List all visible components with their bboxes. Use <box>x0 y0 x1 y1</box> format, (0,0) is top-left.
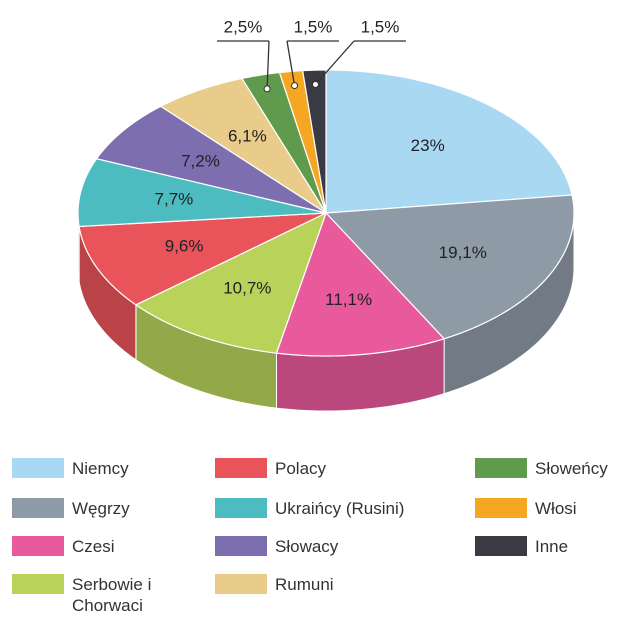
legend-item: Inne <box>475 536 624 557</box>
value-label: 7,2% <box>181 151 220 170</box>
slice <box>275 211 446 357</box>
slice <box>77 158 327 228</box>
value-label: 10,7% <box>223 279 271 298</box>
legend-swatch <box>475 458 527 478</box>
legend-swatch <box>475 536 527 556</box>
leader-dot <box>311 80 319 88</box>
value-label: 1,5% <box>361 17 400 36</box>
legend-swatch <box>215 498 267 518</box>
legend-label: Słowacy <box>275 537 339 556</box>
leader-line <box>314 40 355 85</box>
leader-line <box>266 40 270 89</box>
slice <box>134 211 328 354</box>
legend-label: Czesi <box>72 537 115 556</box>
legend-item: Polacy <box>215 458 465 479</box>
legend-swatch <box>215 536 267 556</box>
value-label: 23% <box>411 136 445 155</box>
leader-dot <box>291 82 299 90</box>
legend-label: Polacy <box>275 459 327 478</box>
pie-area: 23% 19,1% 11,1% 10,7% 9,6% 7,7% 7,2% 6,1% 2,5% 1,… <box>77 17 575 412</box>
legend-label: Niemcy <box>72 459 129 478</box>
slice <box>324 194 575 340</box>
legend-item: Serbowie i Chorwaci <box>12 574 190 616</box>
legend-item: Słowacy <box>215 536 465 557</box>
slice <box>78 212 327 306</box>
legend-label: Słoweńcy <box>535 459 608 478</box>
slice <box>325 69 573 214</box>
legend-swatch <box>12 458 64 478</box>
slice <box>301 69 327 214</box>
legend-item: Słoweńcy <box>475 458 624 479</box>
legend-label: Serbowie i Chorwaci <box>72 575 152 615</box>
value-label: 6,1% <box>228 126 267 145</box>
slice <box>159 77 327 214</box>
legend-swatch <box>475 498 527 518</box>
legend-label: Włosi <box>535 499 577 518</box>
legend-item: Węgrzy <box>12 498 190 519</box>
legend-item: Niemcy <box>12 458 190 479</box>
legend-item: Czesi <box>12 536 190 557</box>
legend-swatch <box>12 536 64 556</box>
leader-line <box>286 40 296 86</box>
legend-item: Włosi <box>475 498 624 519</box>
slice <box>241 71 327 214</box>
legend-item: Rumuni <box>215 574 465 595</box>
leader-dot <box>263 85 271 93</box>
legend-item: Ukraińcy (Rusini) <box>215 498 465 519</box>
value-label: 11,1% <box>325 290 372 309</box>
value-label: 19,1% <box>439 243 487 262</box>
legend-label: Ukraińcy (Rusini) <box>275 499 405 518</box>
legend-label: Rumuni <box>275 575 334 594</box>
value-label: 2,5% <box>224 17 263 36</box>
legend-swatch <box>12 574 64 594</box>
value-label: 7,7% <box>155 189 194 208</box>
legend-label: Węgrzy <box>72 499 130 518</box>
slice <box>278 70 327 214</box>
legend-swatch <box>12 498 64 518</box>
legend-swatch <box>215 574 267 594</box>
slice <box>95 105 327 214</box>
value-label: 9,6% <box>165 237 204 256</box>
legend-label: Inne <box>535 537 569 556</box>
value-label: 1,5% <box>294 17 333 36</box>
legend-swatch <box>215 458 267 478</box>
